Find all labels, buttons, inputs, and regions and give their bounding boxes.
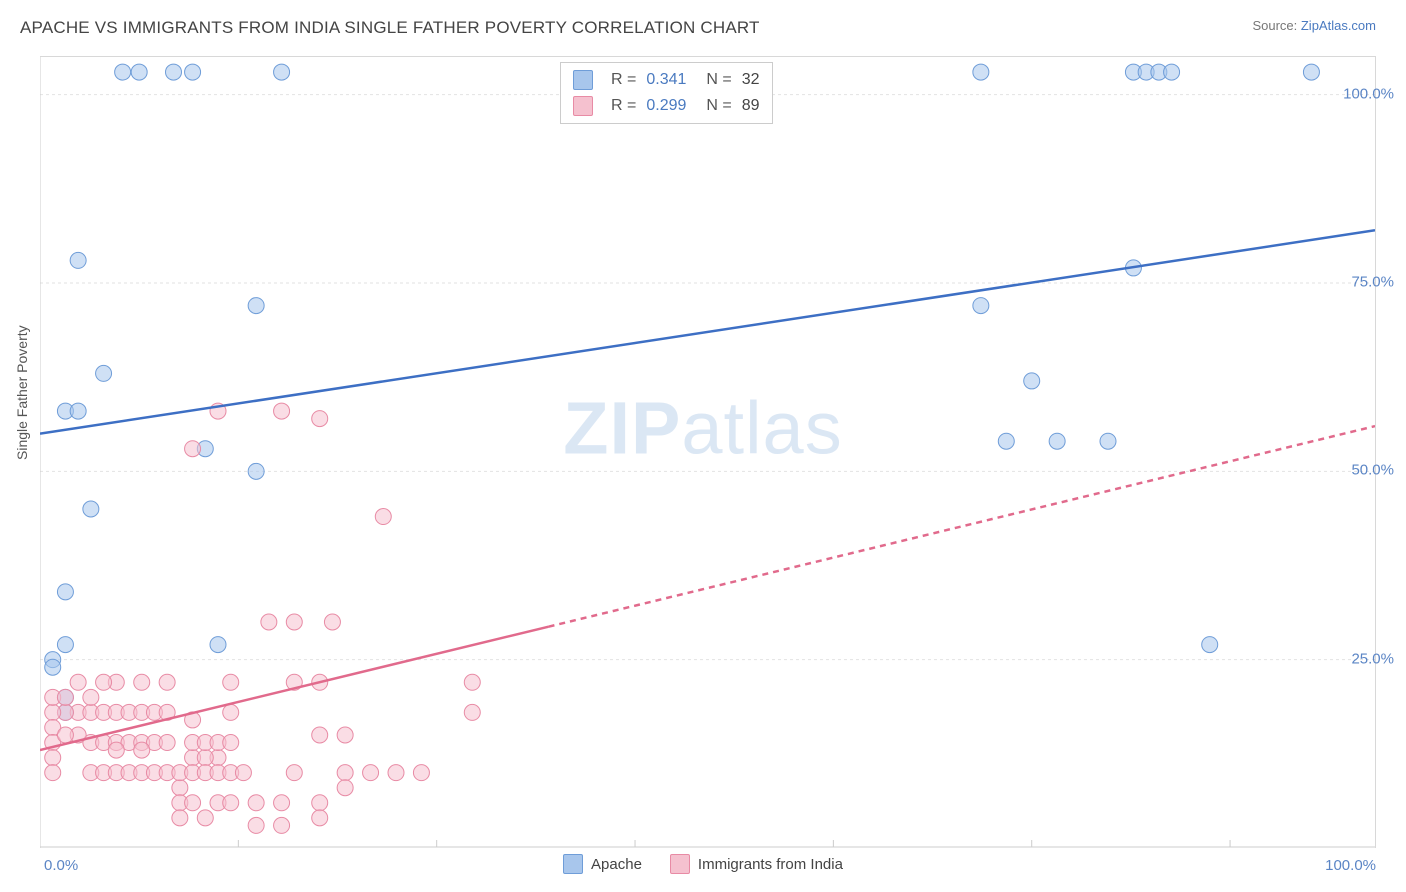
x-tick-0: 0.0% (44, 857, 78, 874)
legend-swatch (670, 854, 690, 874)
source-prefix: Source: (1252, 18, 1300, 33)
legend-row: R = 0.299 N = 89 (573, 93, 760, 119)
legend-label: Apache (591, 856, 642, 873)
n-value: 32 (742, 67, 760, 93)
legend-swatch (573, 70, 593, 90)
y-tick: 25.0% (1351, 650, 1394, 667)
correlation-legend: R = 0.341 N = 32 R = 0.299 N = 89 (560, 62, 773, 124)
r-label: R = (611, 93, 636, 119)
scatter-svg (40, 57, 1375, 848)
legend-swatch (573, 96, 593, 116)
y-tick: 50.0% (1351, 462, 1394, 479)
y-tick: 100.0% (1343, 85, 1394, 102)
y-axis-label: Single Father Poverty (14, 325, 30, 460)
y-tick: 75.0% (1351, 274, 1394, 291)
legend-row: R = 0.341 N = 32 (573, 67, 760, 93)
r-label: R = (611, 67, 636, 93)
source-label: Source: ZipAtlas.com (1252, 18, 1376, 33)
source-link[interactable]: ZipAtlas.com (1301, 18, 1376, 33)
series-legend: Apache Immigrants from India (0, 854, 1406, 878)
chart-area (40, 56, 1376, 848)
legend-swatch (563, 854, 583, 874)
r-value: 0.341 (646, 67, 686, 93)
n-value: 89 (742, 93, 760, 119)
x-tick-100: 100.0% (1325, 857, 1376, 874)
n-label: N = (706, 93, 731, 119)
chart-title: APACHE VS IMMIGRANTS FROM INDIA SINGLE F… (20, 18, 760, 38)
r-value: 0.299 (646, 93, 686, 119)
n-label: N = (706, 67, 731, 93)
legend-label: Immigrants from India (698, 856, 843, 873)
series-legend-item: Immigrants from India (670, 854, 843, 874)
series-legend-item: Apache (563, 854, 642, 874)
